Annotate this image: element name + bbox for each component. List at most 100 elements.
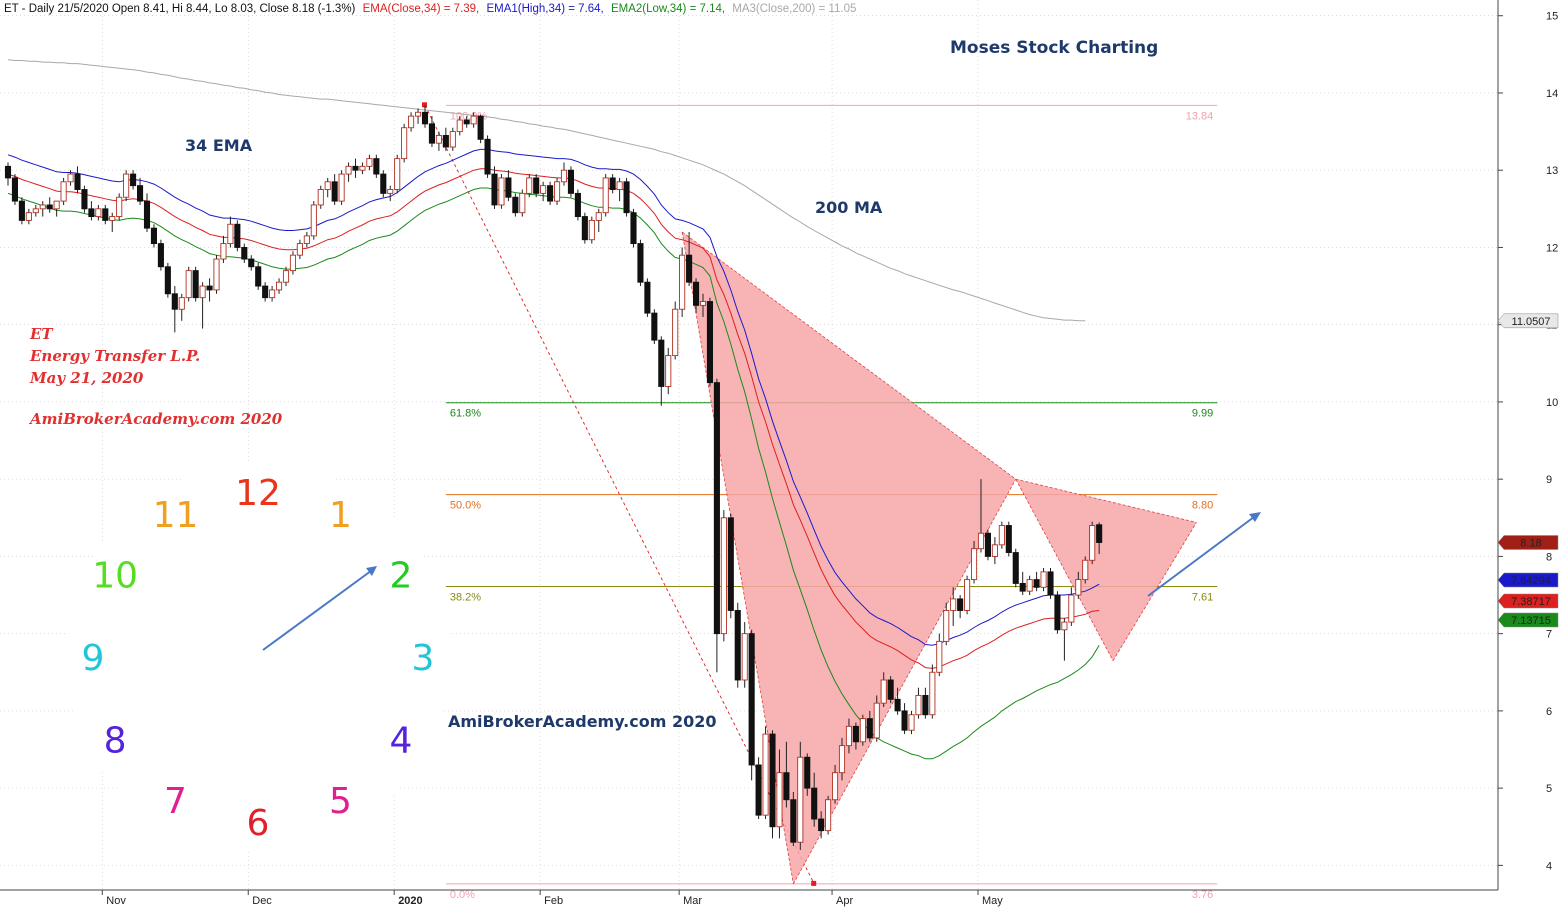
x-tick-label: Apr [836, 895, 853, 907]
candle-body-down [706, 301, 713, 384]
candle-body-down [811, 787, 818, 820]
candle [1061, 618, 1068, 661]
candle [262, 282, 269, 302]
candle [832, 764, 839, 804]
candle-body-down [727, 517, 734, 611]
candle [1096, 522, 1103, 555]
price-tag-bg [1497, 535, 1559, 550]
candle [46, 197, 53, 213]
chart-header: ET - Daily 21/5/2020 Open 8.41, Hi 8.44,… [4, 3, 856, 15]
fib-level-pct: 61.8% [450, 408, 481, 420]
candle [866, 710, 873, 742]
candle [255, 262, 262, 290]
candle [880, 672, 887, 708]
candle [977, 479, 985, 553]
candle-body-up [880, 679, 887, 704]
candle [790, 791, 797, 847]
candle [651, 309, 658, 344]
candle [665, 347, 672, 395]
candle [818, 811, 825, 839]
candle-body-down [852, 725, 859, 743]
price-tag-bg [1497, 612, 1559, 628]
candle [540, 181, 547, 202]
ema-label: 34 EMA [185, 136, 253, 155]
candle-body-up [832, 772, 839, 801]
candle [797, 741, 804, 850]
candle [526, 174, 533, 198]
candle [686, 231, 693, 287]
candle-body-down [818, 818, 825, 832]
fib-level-value: 8.80 [1192, 500, 1213, 512]
candle [887, 676, 894, 704]
candle-body-down [380, 173, 387, 194]
pattern-edge [681, 231, 1016, 480]
candle-body-up [1068, 594, 1075, 623]
x-tick-label: May [982, 895, 1003, 907]
candle [1005, 521, 1012, 557]
price-tag-label: 8.18 [1520, 538, 1541, 550]
candle [991, 537, 998, 565]
candle-body-down [512, 196, 519, 214]
candle [908, 710, 915, 735]
arrow-clock [262, 567, 376, 651]
y-tick-label: 9 [1546, 474, 1552, 486]
candle [929, 664, 936, 719]
candle-body-up [540, 185, 547, 194]
candle-body-up [616, 181, 623, 190]
trend-arrows [262, 512, 1261, 651]
candle-body-down [150, 227, 158, 245]
candle-body-up [665, 355, 672, 387]
x-tick-label: Dec [252, 895, 272, 907]
candle-body-down [609, 177, 616, 190]
candle [581, 212, 588, 244]
candle-body-down [143, 200, 151, 229]
candle-body-up [289, 254, 297, 272]
candle [60, 177, 67, 205]
candle [1082, 556, 1089, 584]
candle [338, 170, 345, 205]
candle-body-up [936, 640, 943, 673]
candle-body-down [755, 764, 762, 816]
candle [602, 174, 609, 217]
candle-body-up [324, 181, 331, 190]
arrow-chart [1147, 513, 1259, 597]
candle [39, 201, 46, 217]
price-tag: 7.64294 [1497, 572, 1559, 588]
candle [623, 177, 630, 217]
candle-body-up [1075, 579, 1082, 596]
candle [950, 587, 957, 626]
candle-body-up [526, 177, 533, 194]
candle-body-down [984, 532, 991, 557]
candle-body-down [102, 208, 109, 221]
fib-level-value: 7.61 [1192, 592, 1213, 604]
candle-body-up [672, 308, 679, 357]
candle [241, 243, 248, 263]
candle-body-up [964, 579, 971, 611]
candle [873, 695, 880, 742]
candle-body-down [491, 173, 498, 206]
candle-body-down [783, 772, 790, 801]
x-tick-label: Feb [544, 895, 563, 907]
candle-body-up [1061, 621, 1068, 631]
candle [157, 239, 164, 271]
candle-body-up [213, 258, 220, 291]
candle-body-down [922, 694, 929, 716]
header-ma3: MA3(Close,200) = 11.05 [732, 3, 856, 15]
candle [408, 112, 415, 132]
candle-body-up [359, 165, 366, 171]
candle-body-up [776, 772, 783, 828]
candle [359, 162, 366, 175]
candle-body-up [227, 223, 234, 245]
candle [123, 170, 130, 202]
candle-body-down [428, 123, 436, 144]
candle-body-up [276, 281, 283, 291]
candle-body-up [929, 671, 936, 716]
candle-body-up [588, 219, 595, 241]
candle-body-down [18, 200, 25, 221]
candle [727, 513, 734, 619]
fib-anchor-low [811, 880, 817, 886]
candle [554, 177, 561, 205]
candle-body-up [845, 725, 852, 747]
clock-number: 9 [82, 638, 105, 679]
